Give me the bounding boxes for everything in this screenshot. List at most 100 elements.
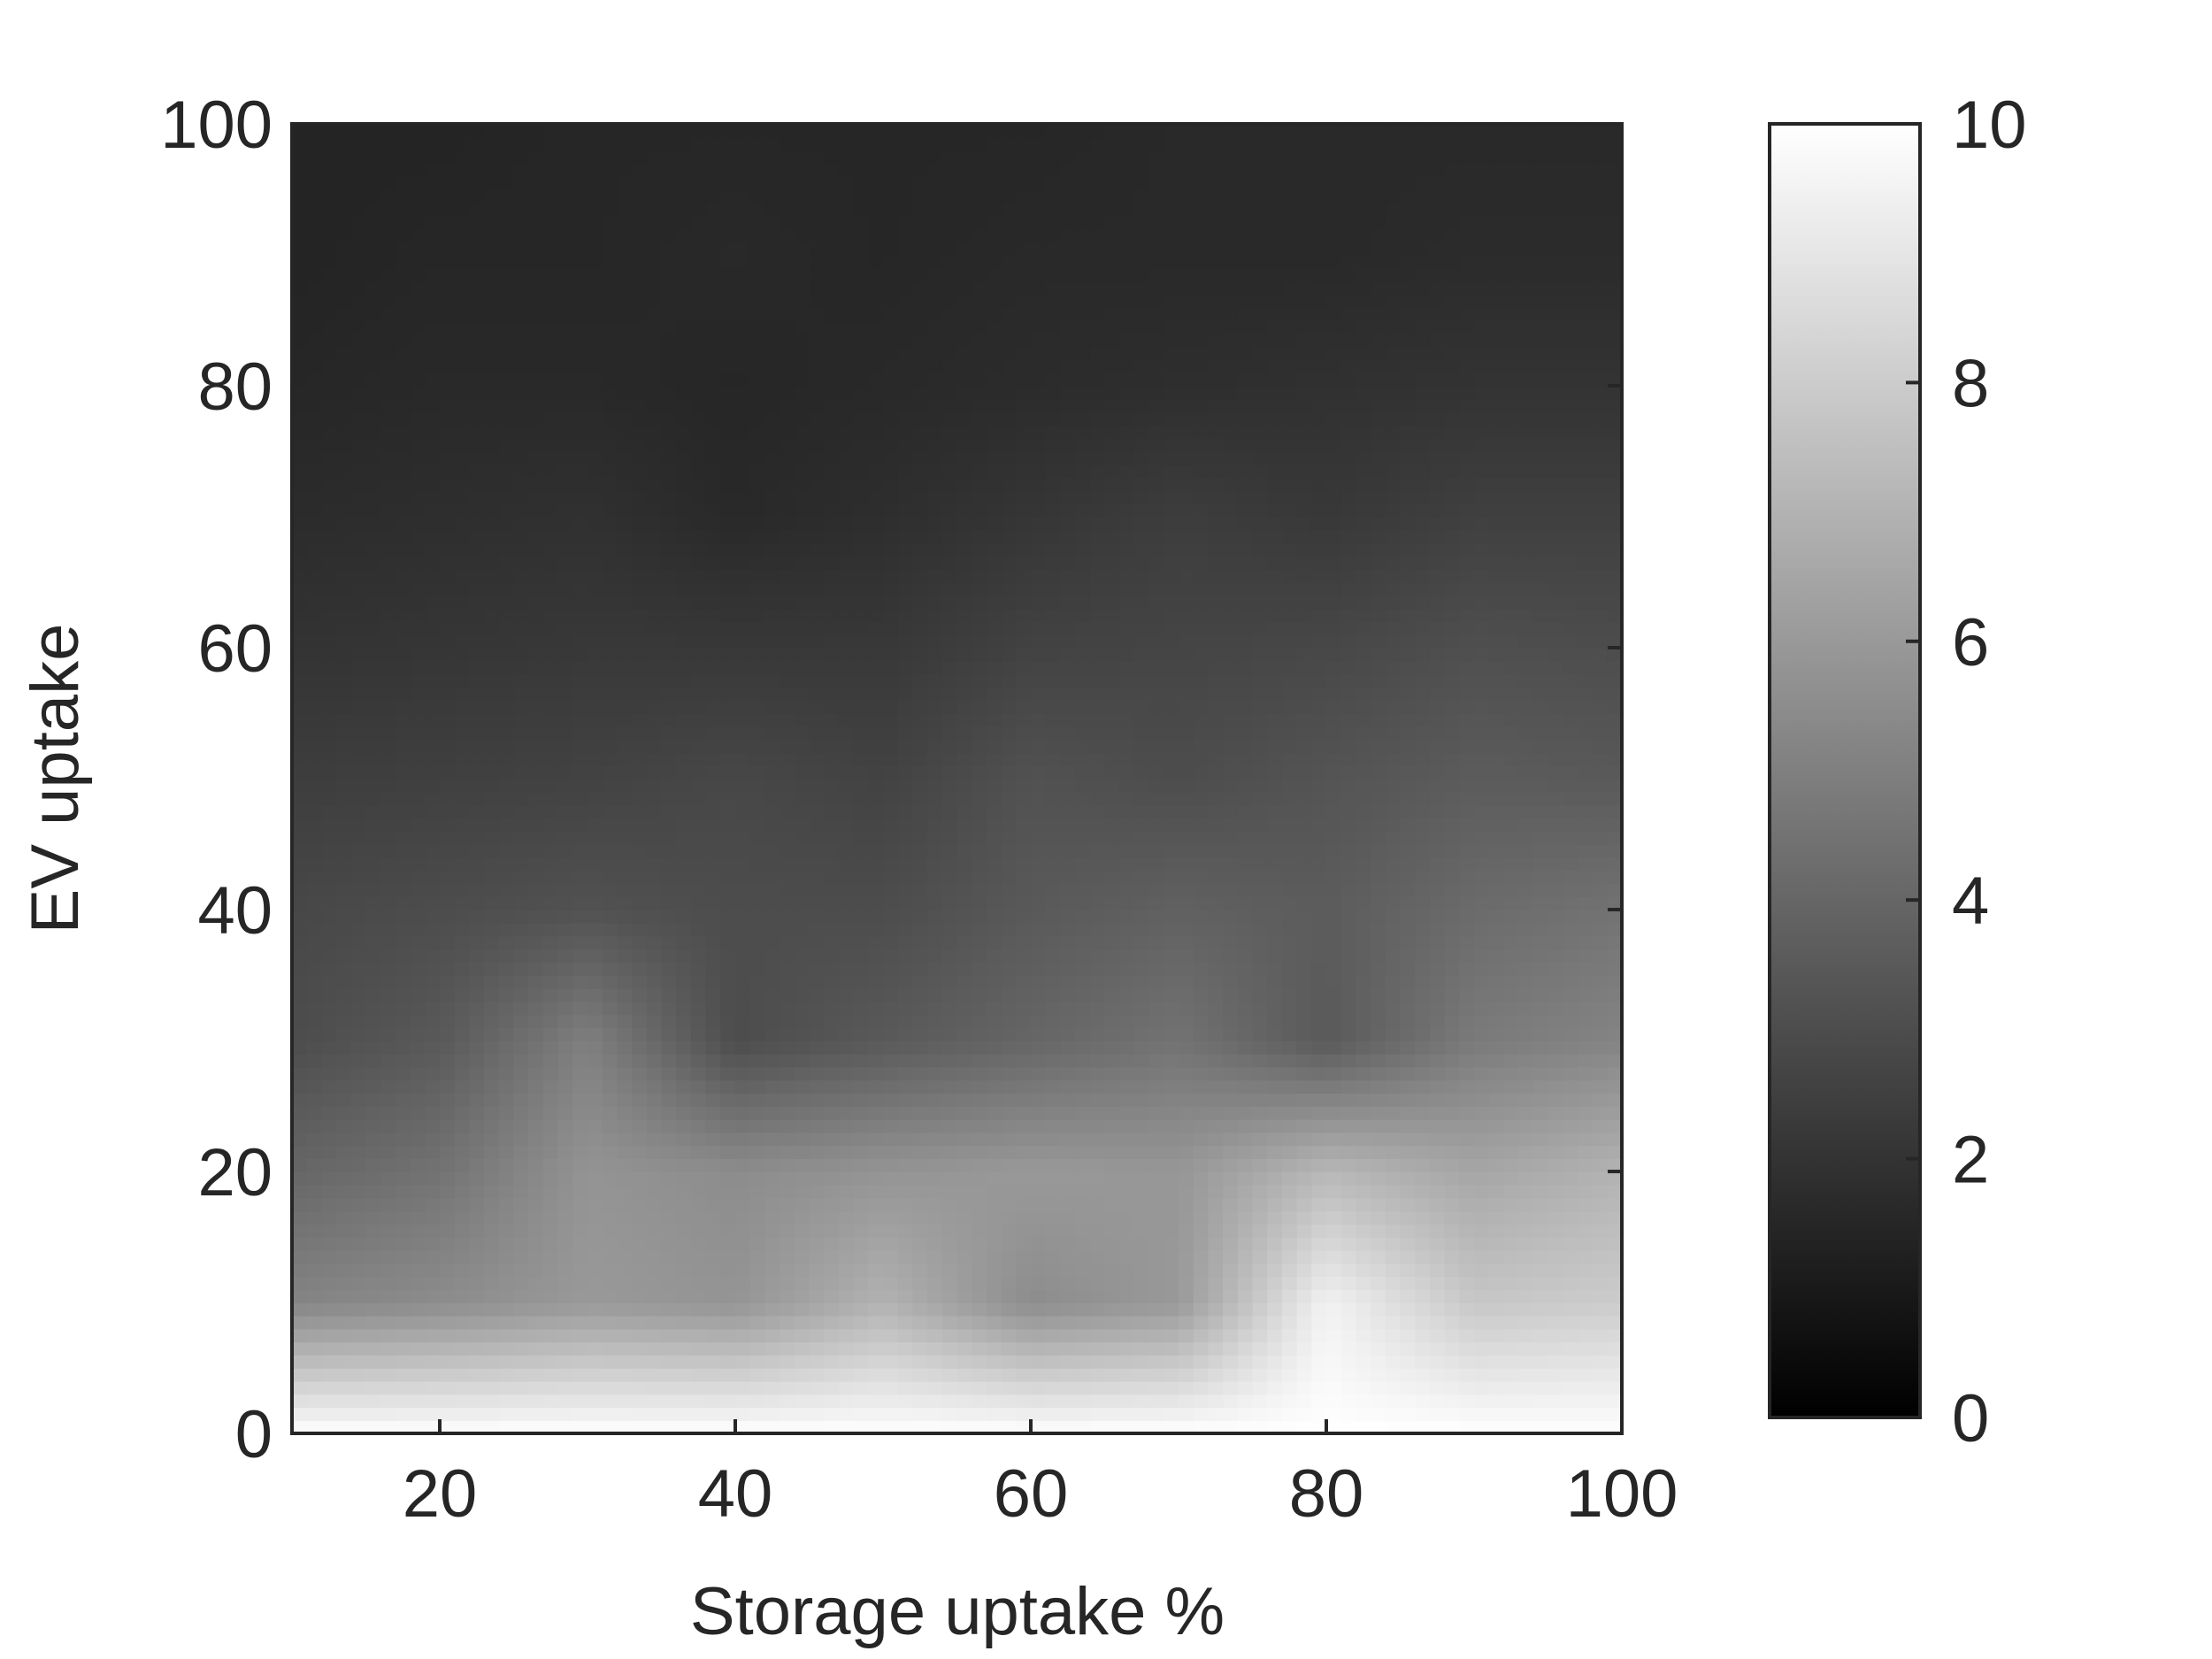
heatmap-cell — [868, 831, 884, 845]
heatmap-cell — [1031, 844, 1047, 858]
heatmap-cell — [350, 1106, 367, 1120]
heatmap-cell — [1356, 935, 1371, 950]
heatmap-cell — [897, 975, 914, 989]
heatmap-cell — [1371, 1145, 1386, 1159]
heatmap-cell — [764, 935, 780, 950]
heatmap-cell — [1340, 752, 1357, 766]
heatmap-cell — [1296, 804, 1313, 819]
heatmap-cell — [1459, 896, 1475, 910]
heatmap-cell — [1016, 1079, 1032, 1094]
heatmap-cell — [1089, 1263, 1106, 1278]
heatmap-cell — [380, 1302, 396, 1317]
heatmap-cell — [941, 1158, 958, 1172]
heatmap-cell — [824, 1066, 840, 1081]
heatmap-cell — [440, 1079, 456, 1094]
heatmap-cell — [1563, 1368, 1578, 1382]
heatmap-cell — [588, 1171, 603, 1186]
heatmap-cell — [986, 1368, 1002, 1382]
heatmap-cell — [454, 1041, 471, 1055]
heatmap-cell — [1577, 1014, 1594, 1028]
heatmap-cell — [1223, 831, 1239, 845]
heatmap-cell — [410, 1041, 426, 1055]
heatmap-cell — [972, 739, 987, 754]
heatmap-cell — [1577, 1249, 1594, 1264]
heatmap-cell — [440, 1106, 456, 1120]
heatmap-cell — [1296, 1210, 1313, 1225]
heatmap-cell — [720, 1041, 736, 1055]
heatmap-cell — [1577, 1118, 1594, 1133]
heatmap-cell — [1429, 987, 1446, 1002]
heatmap-cell — [617, 1407, 633, 1421]
heatmap-cell — [395, 804, 411, 819]
heatmap-cell — [912, 1106, 928, 1120]
heatmap-cell — [484, 818, 500, 832]
heatmap-cell — [1089, 962, 1106, 976]
heatmap-cell — [1326, 1420, 1342, 1433]
heatmap-cell — [1532, 1053, 1549, 1068]
heatmap-cell — [602, 1249, 618, 1264]
heatmap-cell — [425, 1066, 441, 1081]
heatmap-cell — [1532, 1420, 1549, 1433]
heatmap-cell — [1326, 831, 1342, 845]
heatmap-cell — [941, 818, 958, 832]
heatmap-cell — [868, 1210, 884, 1225]
heatmap-cell — [972, 1197, 987, 1212]
heatmap-cell — [365, 739, 381, 754]
heatmap-cell — [897, 1368, 914, 1382]
heatmap-cell — [1045, 726, 1062, 741]
heatmap-cell — [365, 1237, 381, 1251]
heatmap-cell — [1474, 975, 1490, 989]
heatmap-cell — [513, 922, 529, 937]
heatmap-cell — [1340, 1001, 1357, 1016]
heatmap-cell — [1119, 1145, 1135, 1159]
heatmap-cell — [1045, 1420, 1062, 1433]
heatmap-cell — [646, 1328, 663, 1343]
heatmap-cell — [897, 1249, 914, 1264]
heatmap-cell — [720, 1158, 736, 1172]
heatmap-cell — [1016, 1158, 1032, 1172]
heatmap-cell — [1371, 1053, 1386, 1068]
heatmap-cell — [1075, 1289, 1091, 1303]
heatmap-cell — [484, 1394, 500, 1409]
heatmap-cell — [1592, 975, 1609, 989]
heatmap-cell — [1001, 896, 1018, 910]
heatmap-cell — [838, 804, 855, 819]
heatmap-cell — [1031, 1184, 1047, 1199]
heatmap-cell — [632, 804, 648, 819]
heatmap-cell — [690, 1079, 707, 1094]
heatmap-cell — [868, 1237, 884, 1251]
heatmap-cell — [1474, 752, 1490, 766]
heatmap-cell — [395, 1197, 411, 1212]
heatmap-cell — [1607, 765, 1622, 780]
heatmap-cell — [749, 791, 766, 806]
heatmap-cell — [1060, 1158, 1076, 1172]
heatmap-cell — [1577, 1224, 1594, 1238]
heatmap-cell — [1193, 870, 1210, 885]
heatmap-cell — [572, 1171, 588, 1186]
heatmap-cell — [1563, 1249, 1578, 1264]
heatmap-cell — [1518, 1066, 1534, 1081]
heatmap-cell — [617, 700, 633, 714]
heatmap-cell — [809, 1224, 825, 1238]
heatmap-cell — [1193, 962, 1210, 976]
heatmap-cell — [780, 1289, 795, 1303]
heatmap-cell — [1371, 1041, 1386, 1055]
heatmap-cell — [1104, 1041, 1120, 1055]
heatmap-cell — [749, 1328, 766, 1343]
heatmap-cell — [809, 1263, 825, 1278]
heatmap-cell — [1060, 1132, 1076, 1147]
heatmap-cell — [395, 1289, 411, 1303]
heatmap-cell — [897, 1001, 914, 1016]
heatmap-cell — [749, 1093, 766, 1107]
heatmap-cell — [1148, 922, 1165, 937]
heatmap-cell — [764, 1197, 780, 1212]
heatmap-cell — [1267, 726, 1283, 741]
heatmap-cell — [1563, 1276, 1578, 1290]
heatmap-cell — [1311, 910, 1327, 924]
heatmap-cell — [602, 752, 618, 766]
heatmap-cell — [617, 1093, 633, 1107]
heatmap-cell — [720, 1394, 736, 1409]
heatmap-cell — [1400, 922, 1416, 937]
heatmap-cell — [395, 856, 411, 872]
heatmap-cell — [941, 700, 958, 714]
